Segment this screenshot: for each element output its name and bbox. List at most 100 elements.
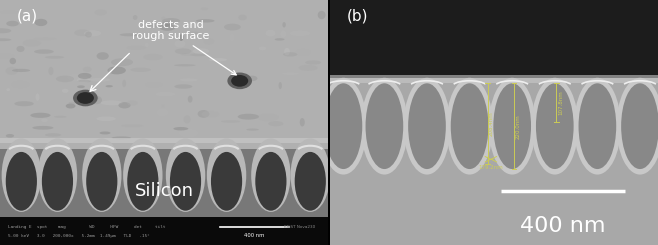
Ellipse shape [207,138,246,212]
Ellipse shape [30,113,51,118]
Ellipse shape [45,133,61,137]
Ellipse shape [9,58,16,64]
Ellipse shape [105,85,113,87]
Ellipse shape [201,111,220,118]
Ellipse shape [532,78,578,174]
Ellipse shape [221,120,240,123]
Ellipse shape [190,53,207,56]
Ellipse shape [193,48,209,54]
Ellipse shape [280,30,286,37]
Ellipse shape [230,34,234,41]
FancyBboxPatch shape [0,217,328,245]
Ellipse shape [305,61,321,64]
Ellipse shape [109,94,114,100]
Ellipse shape [89,78,111,82]
Ellipse shape [68,102,76,104]
Ellipse shape [178,25,183,29]
Ellipse shape [184,115,191,123]
Ellipse shape [228,73,252,89]
Ellipse shape [41,118,48,122]
Ellipse shape [403,78,451,174]
Ellipse shape [77,77,90,83]
Ellipse shape [226,4,247,12]
Ellipse shape [11,81,30,88]
Ellipse shape [133,15,138,20]
Ellipse shape [299,118,305,126]
Ellipse shape [34,37,57,40]
Text: Silicon: Silicon [135,182,193,200]
Ellipse shape [494,83,531,169]
Ellipse shape [101,100,122,105]
Ellipse shape [257,113,279,121]
Ellipse shape [188,96,193,103]
Ellipse shape [451,83,488,169]
Text: Landing E  spot    mag         WD      HFW      det     tilt: Landing E spot mag WD HFW det tilt [8,225,166,229]
Ellipse shape [78,80,91,83]
Text: KAIST Nova230: KAIST Nova230 [284,225,315,229]
Ellipse shape [234,74,238,83]
Ellipse shape [86,152,117,211]
Ellipse shape [0,28,11,33]
Ellipse shape [175,48,191,54]
Ellipse shape [196,19,215,23]
Ellipse shape [62,89,68,93]
Ellipse shape [42,152,73,211]
Ellipse shape [179,34,184,41]
Ellipse shape [35,19,47,26]
Ellipse shape [157,109,168,116]
Ellipse shape [161,16,165,21]
Ellipse shape [6,134,14,138]
Ellipse shape [130,68,151,72]
Ellipse shape [211,152,242,211]
Ellipse shape [161,21,172,27]
Ellipse shape [284,48,290,55]
Ellipse shape [318,11,326,19]
Ellipse shape [5,67,18,75]
Ellipse shape [179,129,198,137]
Ellipse shape [299,65,318,71]
FancyBboxPatch shape [0,138,328,149]
Ellipse shape [295,152,326,211]
Ellipse shape [197,110,209,118]
Ellipse shape [95,9,107,15]
Ellipse shape [259,47,266,50]
Ellipse shape [621,83,658,169]
Ellipse shape [230,111,236,115]
FancyBboxPatch shape [0,143,328,217]
Ellipse shape [126,46,146,50]
Ellipse shape [201,7,208,10]
Ellipse shape [127,152,159,211]
Ellipse shape [536,83,574,169]
Ellipse shape [67,74,88,81]
Ellipse shape [84,30,101,37]
Ellipse shape [77,92,94,104]
Ellipse shape [247,76,257,81]
Ellipse shape [282,22,286,27]
Ellipse shape [12,69,30,72]
Ellipse shape [361,78,408,174]
Text: 107.8nm: 107.8nm [559,90,563,115]
Ellipse shape [278,82,282,89]
Ellipse shape [0,38,11,41]
Ellipse shape [14,101,34,106]
Ellipse shape [251,138,291,212]
Ellipse shape [7,88,11,91]
Ellipse shape [122,80,126,87]
Text: 400 nm: 400 nm [520,216,606,236]
Ellipse shape [366,83,403,169]
Text: 179.2nm: 179.2nm [478,165,503,170]
Ellipse shape [203,38,214,45]
Ellipse shape [174,84,192,89]
Ellipse shape [6,21,18,26]
Text: 208.4nm: 208.4nm [489,111,494,136]
Ellipse shape [282,73,299,75]
Ellipse shape [77,85,85,88]
Ellipse shape [0,11,17,14]
Ellipse shape [118,102,131,109]
Ellipse shape [155,92,175,96]
Text: (b): (b) [347,9,368,24]
Ellipse shape [83,67,91,72]
Text: 400 nm: 400 nm [244,233,265,238]
Text: 5.00 keV   3.0   200,000x   5.2mm  1.49μm   TLD   -15°: 5.00 keV 3.0 200,000x 5.2mm 1.49μm TLD -… [8,234,150,238]
Ellipse shape [127,100,138,106]
